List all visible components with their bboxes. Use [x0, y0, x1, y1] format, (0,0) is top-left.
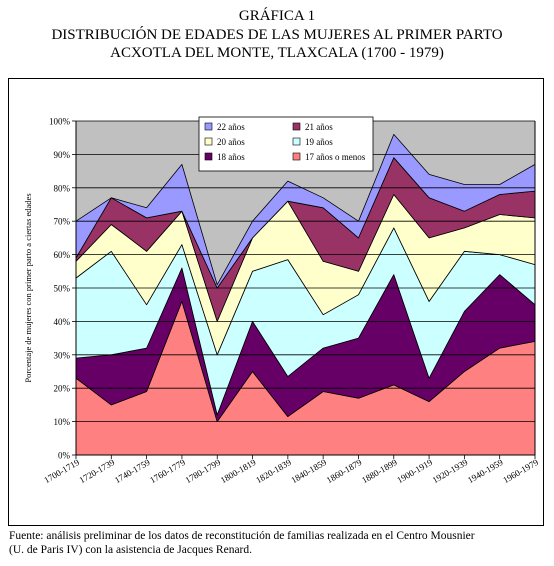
x-tick-label: 1960-1979 [501, 457, 540, 485]
x-tick-label: 1940-1959 [466, 457, 505, 485]
y-tick-label: 30% [54, 350, 71, 360]
legend-label: 18 años [217, 152, 245, 162]
legend-label: 21 años [305, 122, 333, 132]
y-tick-label: 90% [54, 150, 71, 160]
y-tick-label: 0% [58, 451, 71, 461]
x-tick-label: 1700-1719 [42, 457, 81, 485]
chart-title: GRÁFICA 1 [238, 8, 316, 24]
y-tick-label: 40% [54, 317, 71, 327]
y-tick-label: 70% [54, 217, 71, 227]
x-tick-label: 1860-1879 [325, 457, 364, 485]
source-note-line-2: (U. de Paris IV) con la asistencia de Ja… [9, 544, 253, 556]
legend-swatch [204, 122, 213, 131]
x-tick-label: 1740-1759 [113, 457, 152, 485]
x-tick-label: 1780-1799 [183, 457, 222, 485]
x-tick-label: 1920-1939 [431, 457, 470, 485]
chart-subtitle-line-2: ACXOTLA DEL MONTE, TLAXCALA (1700 - 1979… [110, 45, 444, 61]
legend-swatch [204, 137, 213, 146]
legend-swatch [204, 152, 213, 161]
x-tick-label: 1720-1739 [78, 457, 117, 485]
chart-frame: 0% 10% 20% 30% 40% 50% 60% 70% 80% 90% 100% 1700-17… [8, 78, 544, 526]
legend-box [198, 116, 374, 172]
legend-label: 22 años [217, 122, 245, 132]
x-tick-label: 1820-1839 [254, 457, 293, 485]
y-tick-label: 50% [54, 284, 71, 294]
y-tick-label: 10% [54, 417, 71, 427]
x-tick-label: 1840-1859 [289, 457, 328, 485]
legend-label: 20 años [217, 137, 245, 147]
legend-label: 19 años [305, 137, 333, 147]
x-tick-label: 1880-1899 [360, 457, 399, 485]
legend-swatch [292, 152, 301, 161]
y-tick-label: 60% [54, 250, 71, 260]
legend-label: 17 años o menos [305, 152, 366, 162]
x-tick-label: 1800-1819 [219, 457, 258, 485]
source-note-line-1: Fuente: análisis preliminar de los datos… [9, 530, 475, 542]
x-tick-label: 1900-1919 [395, 457, 434, 485]
y-axis-label: Porcentaje de mujeres con primer parto a… [23, 193, 33, 382]
y-tick-label: 20% [54, 384, 71, 394]
legend-swatch [292, 137, 301, 146]
legend-swatch [292, 122, 301, 131]
y-tick-label: 100% [49, 117, 71, 127]
chart-subtitle-line-1: DISTRIBUCIÓN DE EDADES DE LAS MUJERES AL… [51, 27, 503, 43]
stacked-area-chart: 0% 10% 20% 30% 40% 50% 60% 70% 80% 90% 100% 1700-17… [23, 116, 540, 486]
y-tick-label: 80% [54, 183, 71, 193]
x-tick-label: 1760-1779 [148, 457, 187, 485]
